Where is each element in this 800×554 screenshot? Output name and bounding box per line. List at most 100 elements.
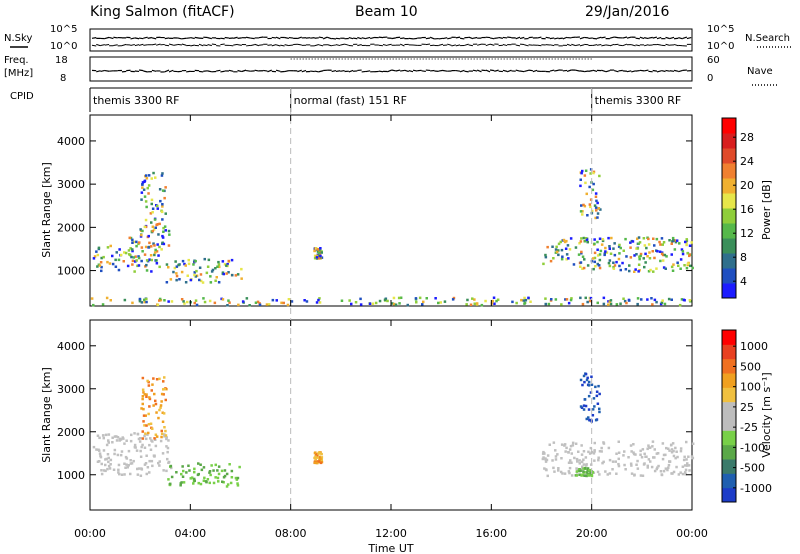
power-pixel [215,276,218,279]
nsky-segment [494,37,499,39]
power-pixel [473,302,476,305]
power-pixel [137,255,140,258]
vel-pixel [163,387,166,391]
vel-pixel [164,429,167,433]
vel-pixel [145,424,148,427]
nsky-segment [554,37,559,40]
freq-segment [391,69,397,72]
power-pixel [97,246,101,250]
nsearch-segment [91,44,97,47]
power-pixel [559,240,562,244]
power-pixel [164,229,167,232]
nsky-segment [147,36,153,39]
power-pixel [628,264,631,267]
power-pixel [581,267,584,270]
nsearch-segment [121,43,127,47]
nsky-trace [91,36,692,47]
nsky-segment [91,37,97,39]
nsearch-segment [528,44,533,46]
freq-segment [164,69,170,73]
power-pixel [594,216,597,220]
vel-pixel [146,433,149,436]
power-pixel [597,207,600,210]
power-pixel [140,198,143,201]
power-pixel [631,240,635,243]
x-tick-label: 08:00 [275,527,307,540]
power-pixel [579,178,582,181]
nsearch-segment [614,43,619,46]
vel-pixel [574,442,578,445]
power-pixel [129,247,132,250]
power-pixel [434,297,437,300]
power-pixel [194,299,198,302]
power-pixel [584,296,587,300]
nsky-segment [596,36,602,40]
vel-pixel [668,449,671,452]
vel-pixel [630,472,634,475]
nsearch-segment [515,44,521,47]
power-pixel [618,264,621,268]
cpid-mode-label: themis 3300 RF [595,94,682,107]
vel-pixel [115,439,119,442]
power-pixel [665,255,668,258]
vel-pixel [545,458,549,462]
vel-pixel [143,434,146,438]
vel-pixel [634,453,637,456]
vel-pixel [601,461,604,465]
vel-pixel [99,455,103,459]
power-pixel [141,250,144,253]
power-pixel [135,244,138,248]
power-pixel [109,299,112,302]
power-pixel [290,300,294,303]
power-pixel [155,262,159,265]
power-pixel [581,255,585,258]
power-pixel [240,277,243,280]
nsearch-segment [601,44,606,47]
vel-pixel [568,466,572,470]
power-pixel [158,297,162,301]
colorbar-tick-label: 4 [740,275,747,288]
vel-pixel [661,442,665,445]
power-pixel [673,248,677,251]
colorbar-band [722,193,736,209]
power-pixel [158,245,161,249]
power-pixel [161,218,164,221]
vel-pixel [662,453,666,457]
power-pixel [162,230,165,233]
vel-pixel [630,450,633,453]
power-pixel [139,229,143,232]
freq-segment [267,69,272,73]
vel-pixel [598,473,601,476]
nsearch-segment [643,44,649,47]
power-pixel [594,195,598,198]
power-pixel [685,266,689,270]
vel-pixel [565,446,568,450]
vel-pixel [548,443,551,446]
vel-pixel [586,467,590,470]
power-pixel [315,301,319,304]
vel-pixel [670,451,674,454]
y-tick-label: 1000 [57,469,85,482]
vel-pixel [588,452,592,455]
power-pixel [656,250,659,253]
power-pixel [582,266,586,270]
power-pixel [175,272,178,275]
power-pixel [198,278,201,282]
vel-pixel [170,466,173,470]
power-pixel [452,296,456,300]
power-pixel [144,200,148,203]
vel-pixel [182,469,185,473]
nsky-segment [181,37,187,40]
nsearch-segment [622,43,628,47]
power-pixel [154,176,157,179]
power-pixel [174,260,177,263]
freq-segment [605,69,611,73]
power-pixel [598,237,602,240]
power-pixel [106,246,110,249]
power-pixel [149,254,153,257]
vel-pixel [134,446,137,449]
colorbar-band [722,253,736,269]
vel-pixel [575,474,579,477]
nsky-segment [562,36,568,40]
nsearch-segment [477,43,482,46]
